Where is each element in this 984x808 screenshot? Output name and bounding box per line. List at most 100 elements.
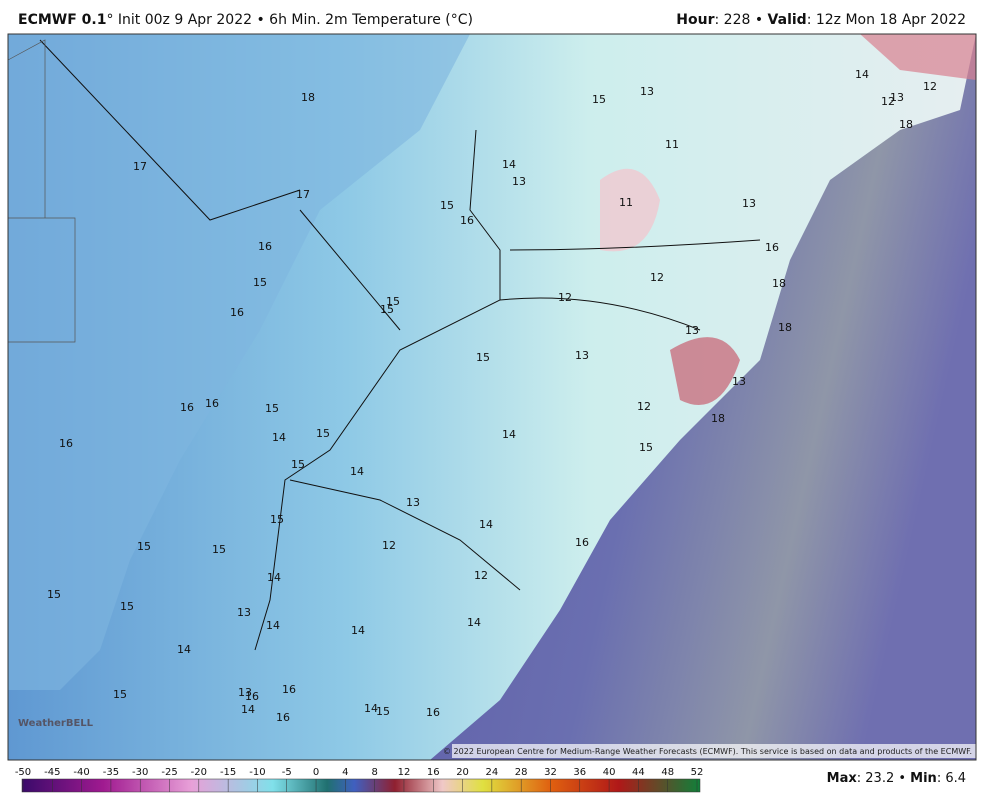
colorbar-tick-label: -45 (44, 767, 60, 778)
map-value: 17 (296, 188, 310, 201)
colorbar-tick-label: 20 (456, 767, 469, 778)
copyright-bg (452, 744, 976, 758)
map-value: 14 (241, 703, 255, 716)
map-value: 12 (637, 400, 651, 413)
map-value: 15 (265, 402, 279, 415)
watermark: WeatherBELL (18, 718, 94, 729)
map-value: 16 (59, 437, 73, 450)
map-value: 12 (650, 271, 664, 284)
map-value: 15 (592, 93, 606, 106)
map-value: 15 (476, 351, 490, 364)
map-value: 15 (137, 540, 151, 553)
map-value: 14 (177, 643, 191, 656)
map-value: 15 (120, 600, 134, 613)
min: : 6.4 (936, 771, 966, 786)
map-value: 18 (778, 321, 792, 334)
map-value: 14 (364, 702, 378, 715)
map-value: 18 (711, 412, 725, 425)
map-value: 18 (899, 118, 913, 131)
map-value: 13 (237, 606, 251, 619)
colorbar-tick-label: -10 (249, 767, 265, 778)
max: : 23.2 • (856, 771, 911, 786)
map-value: 15 (380, 303, 394, 316)
map-value: 13 (406, 496, 420, 509)
map-value: 16 (282, 683, 296, 696)
map-value: 14 (502, 428, 516, 441)
map-value: 14 (479, 518, 493, 531)
map-value: 16 (575, 536, 589, 549)
colorbar-tick-label: 52 (691, 767, 704, 778)
map-value: 13 (512, 175, 526, 188)
map-value: 14 (350, 465, 364, 478)
hour-label: Hour (676, 12, 715, 28)
map-value: 13 (685, 324, 699, 337)
colorbar-tick-label: -30 (132, 767, 148, 778)
init: ° Init 00z 9 Apr 2022 • 6h Min. 2m Tempe… (106, 12, 473, 28)
colorbar-tick-label: -40 (73, 767, 89, 778)
map-value: 16 (230, 306, 244, 319)
map-value: 13 (732, 375, 746, 388)
map-value: 15 (212, 543, 226, 556)
map-value: 12 (558, 291, 572, 304)
map-value: 15 (47, 588, 61, 601)
map-value: 16 (258, 240, 272, 253)
map-value: 16 (205, 397, 219, 410)
model: ECMWF 0.1 (18, 12, 107, 28)
colorbar-tick-label: -20 (191, 767, 207, 778)
map-value: 14 (266, 619, 280, 632)
map-value: 14 (467, 616, 481, 629)
map-value: 15 (639, 441, 653, 454)
map-value: 11 (665, 138, 679, 151)
map-value: 15 (440, 199, 454, 212)
map-value: 14 (351, 624, 365, 637)
colorbar-tick-label: 12 (398, 767, 411, 778)
map-value: 16 (180, 401, 194, 414)
map-value: 16 (765, 241, 779, 254)
map-value: 13 (238, 686, 252, 699)
map-value: 18 (772, 277, 786, 290)
valid-label: Valid (767, 12, 807, 28)
map-value: 12 (382, 539, 396, 552)
title: ECMWF 0.1° Init 00z 9 Apr 2022 • 6h Min.… (18, 12, 473, 28)
map-background (7, 33, 976, 760)
colorbar-tick-label: 32 (544, 767, 557, 778)
map-value: 15 (376, 705, 390, 718)
colorbar-tick-label: 0 (313, 767, 319, 778)
map-value: 15 (386, 295, 400, 308)
map-value: 18 (301, 91, 315, 104)
colorbar-tick-label: 28 (515, 767, 528, 778)
map-value: 17 (133, 160, 147, 173)
colorbar-tick-label: 8 (371, 767, 377, 778)
hour: : 228 • (714, 12, 768, 28)
map-value: 15 (316, 427, 330, 440)
map-frame (7, 33, 977, 761)
colorbar-tick-label: 40 (603, 767, 616, 778)
map-value: 16 (426, 706, 440, 719)
map-value: 15 (113, 688, 127, 701)
map-value: 15 (253, 276, 267, 289)
map-value: 16 (276, 711, 290, 724)
colorbar-tick-label: -5 (282, 767, 292, 778)
colorbar-tick-label: 4 (342, 767, 348, 778)
map-value: 13 (742, 197, 756, 210)
map-value: 12 (881, 95, 895, 108)
map-value: 12 (474, 569, 488, 582)
colorbar-tick-label: 44 (632, 767, 645, 778)
map-value: 16 (460, 214, 474, 227)
valid: : 12z Mon 18 Apr 2022 (806, 12, 966, 28)
max-label: Max (826, 771, 857, 786)
colorbar-tick-label: 16 (427, 767, 440, 778)
colorbar-tick-label: 48 (661, 767, 674, 778)
colorbar-tick-label: -25 (161, 767, 177, 778)
map-value: 15 (270, 513, 284, 526)
copyright: © 2022 European Centre for Medium-Range … (443, 747, 972, 756)
map-value: 12 (923, 80, 937, 93)
map-value: 16 (245, 690, 259, 703)
map-value: 14 (272, 431, 286, 444)
colorbar (21, 778, 701, 793)
colorbar-tick-label: -35 (103, 767, 119, 778)
colorbar-tick-label: 24 (486, 767, 499, 778)
map-value: 15 (291, 458, 305, 471)
map-value: 14 (502, 158, 516, 171)
